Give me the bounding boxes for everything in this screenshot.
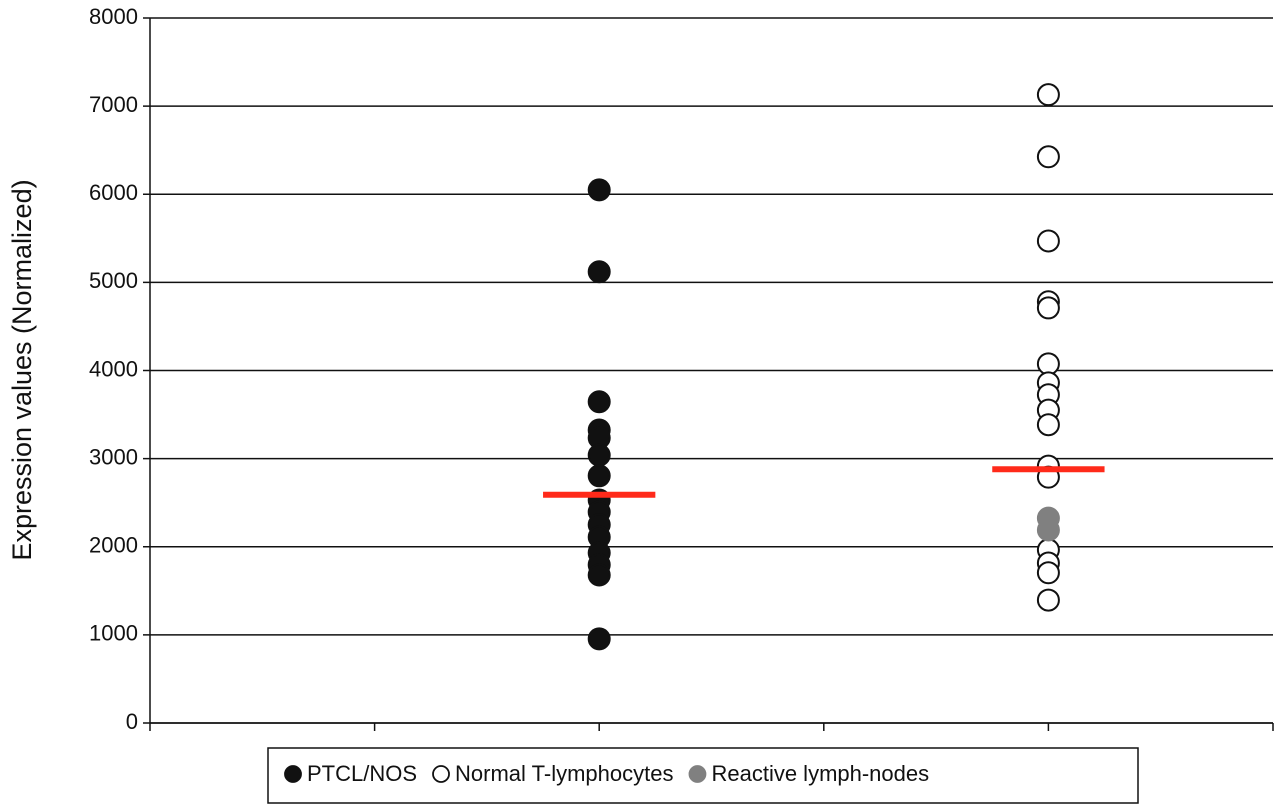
y-tick-label: 0 — [126, 709, 138, 734]
legend-label: PTCL/NOS — [307, 761, 417, 786]
data-point — [1036, 83, 1060, 107]
legend-label: Normal T-lymphocytes — [455, 761, 673, 786]
legend-label: Reactive lymph-nodes — [711, 761, 929, 786]
data-point — [587, 563, 611, 587]
data-point — [1036, 296, 1060, 320]
y-tick-label: 4000 — [89, 356, 138, 381]
y-axis-label: Expression values (Normalized) — [7, 179, 37, 560]
data-point — [587, 390, 611, 414]
legend-marker — [688, 765, 707, 783]
data-point — [1036, 518, 1060, 542]
data-point — [1036, 561, 1060, 585]
legend-marker — [432, 765, 450, 783]
y-tick-label: 1000 — [89, 621, 138, 646]
data-point — [587, 443, 611, 467]
y-tick-label: 6000 — [89, 180, 138, 205]
data-point — [587, 464, 611, 488]
data-point — [1036, 413, 1060, 437]
y-tick-label: 8000 — [89, 4, 138, 29]
legend-marker — [284, 765, 302, 783]
y-tick-label: 2000 — [89, 533, 138, 558]
data-point — [1036, 352, 1060, 376]
y-tick-label: 3000 — [89, 444, 138, 469]
data-point — [587, 178, 611, 202]
data-point — [587, 627, 611, 651]
data-point — [1036, 145, 1060, 169]
data-point — [1036, 588, 1060, 612]
y-tick-label: 5000 — [89, 268, 138, 293]
y-tick-label: 7000 — [89, 92, 138, 117]
data-point — [587, 260, 611, 284]
data-point — [1036, 229, 1060, 253]
